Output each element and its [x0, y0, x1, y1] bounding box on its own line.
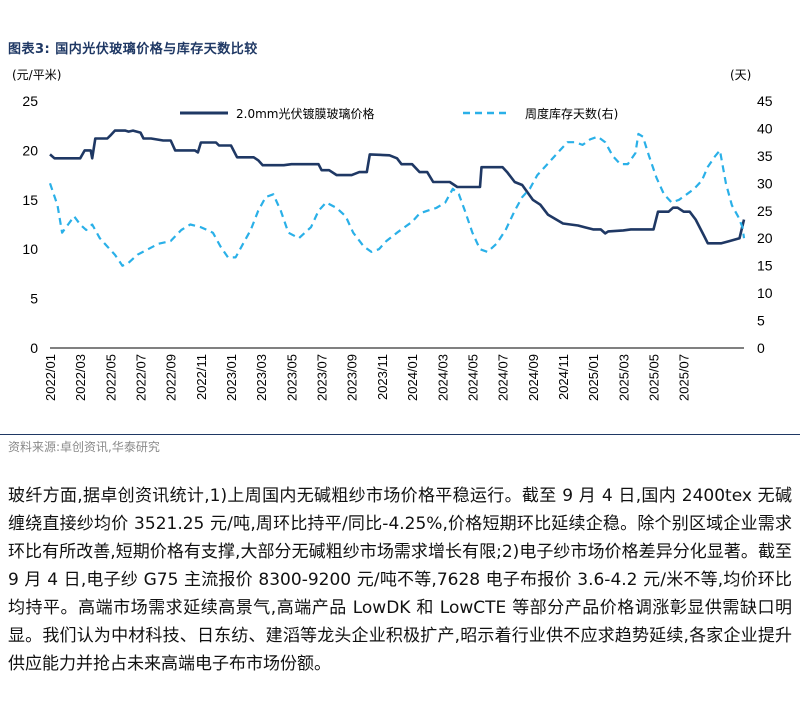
y-right-tick-label: 10 [757, 285, 773, 301]
line-chart: (元/平米) (天) 0 5 10 15 20 25 0 5 10 15 20 25 30 35 40 45… [12, 68, 773, 401]
y-left-tick-label: 15 [22, 192, 38, 208]
y-right-tick-label: 15 [757, 258, 773, 274]
inventory-days-series-line [48, 132, 746, 267]
figure-title: 图表3: 国内光伏玻璃价格与库存天数比较 [8, 42, 258, 57]
x-tick-label: 2023/05 [284, 354, 299, 401]
series-lines [48, 129, 746, 267]
body-paragraph: 玻纤方面,据卓创资讯统计,1)上周国内无碱粗纱市场价格平稳运行。截至 9 月 4… [8, 486, 792, 674]
x-tick-label: 2024/07 [496, 354, 511, 401]
legend-days-label: 周度库存天数(右) [525, 106, 618, 121]
x-tick-label: 2024/05 [465, 354, 480, 401]
x-tick-label: 2023/09 [345, 354, 360, 401]
x-tick-label: 2022/09 [164, 354, 179, 401]
x-tick-label: 2022/03 [73, 354, 88, 401]
x-tick-label: 2024/03 [435, 354, 450, 401]
x-tick-label: 2023/07 [315, 354, 330, 401]
y-left-unit: (元/平米) [12, 68, 61, 82]
legend-price-label: 2.0mm光伏镀膜玻璃价格 [236, 106, 374, 121]
x-tick-label: 2022/11 [194, 354, 209, 400]
y-right-tick-label: 20 [757, 230, 773, 246]
y-left-tick-label: 20 [22, 142, 38, 158]
x-tick-label: 2023/03 [254, 354, 269, 401]
y-right-tick-label: 30 [757, 175, 773, 191]
legend: 2.0mm光伏镀膜玻璃价格 周度库存天数(右) [180, 106, 618, 121]
x-tick-label: 2022/01 [43, 354, 58, 401]
y-left-tick-label: 10 [22, 241, 38, 257]
y-right-unit: (天) [730, 68, 751, 82]
x-tick-label: 2025/07 [677, 354, 692, 401]
x-tick-label: 2025/01 [586, 354, 601, 401]
x-tick-label: 2025/03 [616, 354, 631, 401]
y-right-tick-label: 0 [757, 340, 765, 356]
axes: (元/平米) (天) [12, 68, 751, 349]
source-divider [0, 434, 800, 435]
y-right-tick-label: 35 [757, 148, 773, 164]
price-series-line [49, 129, 746, 245]
x-tick-label: 2023/11 [375, 354, 390, 400]
chart-area: (元/平米) (天) 0 5 10 15 20 25 0 5 10 15 20 25 30 35 40 45… [0, 58, 800, 430]
y-right-tick-labels: 0 5 10 15 20 25 30 35 40 45 [757, 93, 773, 356]
x-tick-label: 2024/11 [556, 354, 571, 400]
source-note: 资料来源:卓创资讯,华泰研究 [8, 440, 160, 454]
x-tick-label: 2024/09 [526, 354, 541, 401]
x-tick-label: 2022/05 [103, 354, 118, 401]
y-left-tick-label: 0 [30, 340, 38, 356]
y-right-tick-label: 40 [757, 120, 773, 136]
y-right-tick-label: 25 [757, 203, 773, 219]
x-tick-label: 2024/01 [405, 354, 420, 401]
y-right-tick-label: 45 [757, 93, 773, 109]
y-right-tick-label: 5 [757, 313, 765, 329]
y-left-tick-label: 25 [22, 93, 38, 109]
x-tick-label: 2023/01 [224, 354, 239, 401]
x-tick-label: 2022/07 [134, 354, 149, 401]
y-left-tick-label: 5 [30, 291, 38, 307]
y-left-tick-labels: 0 5 10 15 20 25 [22, 93, 38, 356]
x-tick-labels: 2022/01 2022/03 2022/05 2022/07 2022/09 2022/… [43, 354, 692, 401]
x-tick-label: 2025/05 [646, 354, 661, 401]
